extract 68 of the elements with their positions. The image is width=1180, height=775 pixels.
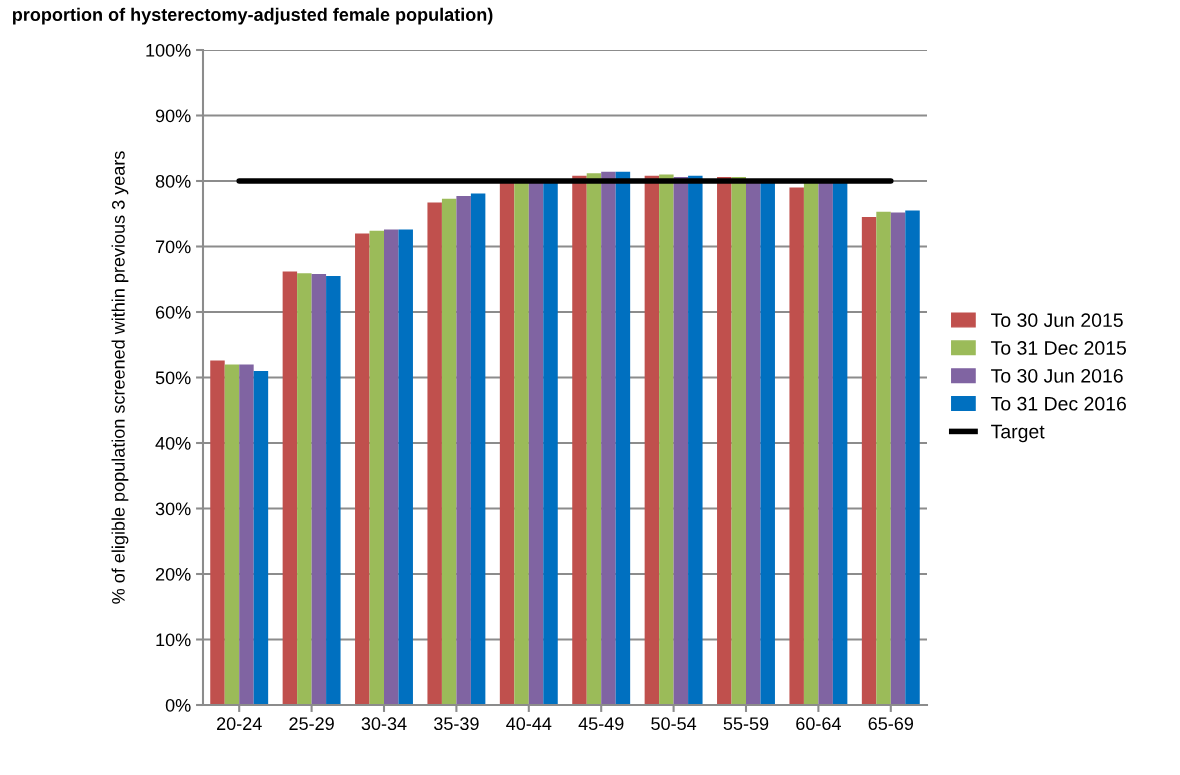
legend-label: To 30 Jun 2015 (991, 313, 1123, 328)
bar (398, 229, 413, 705)
bar (384, 229, 399, 705)
bar (543, 181, 558, 705)
bar (456, 196, 471, 705)
bar (717, 177, 732, 705)
bar (311, 274, 327, 705)
bar (210, 360, 225, 705)
bar (470, 193, 486, 705)
bar (224, 364, 240, 705)
bar (890, 212, 906, 705)
legend-label: To 31 Dec 2015 (991, 341, 1127, 355)
bar (876, 211, 891, 705)
bar (441, 198, 457, 705)
x-tick-label: 60-64 (796, 717, 841, 731)
legend-label: To 30 Jun 2016 (991, 368, 1123, 383)
y-tick-label: 10% (156, 633, 191, 647)
x-tick-label: 65-69 (868, 717, 914, 731)
y-tick-label: 40% (155, 436, 191, 450)
y-tick-label: 0% (165, 698, 191, 712)
bar (746, 181, 761, 705)
x-tick-label: 20-24 (217, 717, 262, 731)
bar (326, 275, 341, 705)
bar (659, 174, 674, 705)
bar (601, 171, 616, 705)
x-tick-label: 45-49 (578, 717, 624, 731)
bar (615, 171, 631, 705)
y-axis-title: % of eligible population screened within previous 3 years (111, 151, 129, 604)
bar (731, 177, 746, 705)
y-tick-label: 80% (155, 174, 191, 188)
y-tick-label: 60% (155, 305, 191, 319)
x-tick-label: 25-29 (289, 717, 334, 731)
x-tick-label: 35-39 (434, 717, 479, 731)
bar (282, 271, 298, 705)
bar (499, 182, 515, 705)
y-tick-label: 100% (146, 43, 191, 57)
bar (369, 230, 384, 705)
bar (644, 175, 660, 705)
chart-title: proportion of hysterectomy-adjusted female population) (12, 7, 493, 25)
legend-label: To 31 Dec 2016 (991, 396, 1126, 411)
bar (253, 370, 269, 705)
bar (832, 182, 848, 705)
x-tick-label: 50-54 (651, 717, 697, 731)
y-tick-label: 50% (155, 371, 191, 385)
y-tick-label: 20% (155, 567, 191, 581)
bar (861, 217, 877, 705)
bar (297, 273, 312, 705)
bar (572, 175, 587, 705)
bar (905, 210, 920, 705)
bar (514, 181, 529, 705)
bar (760, 181, 775, 705)
bar (355, 233, 370, 705)
x-tick-label: 30-34 (361, 717, 407, 731)
x-tick-label: 40-44 (506, 717, 552, 731)
bar (818, 182, 833, 705)
x-tick-label: 55-59 (723, 717, 769, 731)
bar (586, 173, 602, 705)
bar (427, 202, 442, 705)
y-tick-label: 30% (155, 502, 191, 516)
bar (789, 187, 804, 705)
bar (528, 181, 544, 705)
bar (239, 364, 254, 705)
y-tick-label: 90% (155, 109, 191, 123)
legend-label: Target (991, 424, 1045, 443)
bar (688, 175, 703, 705)
bar (673, 177, 689, 705)
bar (803, 182, 819, 705)
y-tick-label: 70% (155, 240, 191, 254)
